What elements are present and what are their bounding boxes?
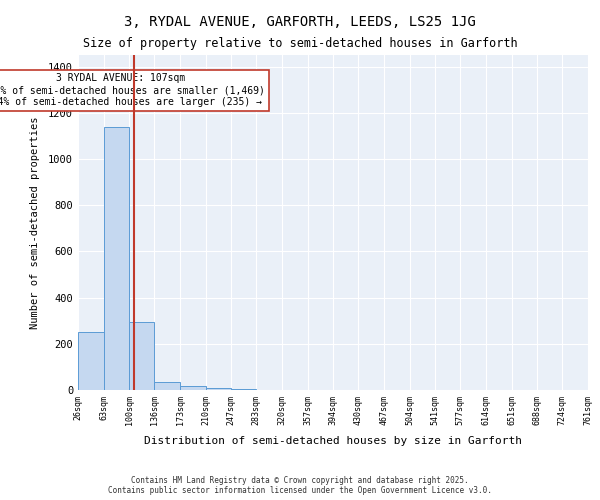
Text: Size of property relative to semi-detached houses in Garforth: Size of property relative to semi-detach… [83,38,517,51]
Bar [78,332,104,390]
Bar [232,389,256,390]
Bar [104,126,130,390]
Y-axis label: Number of semi-detached properties: Number of semi-detached properties [30,116,40,329]
X-axis label: Distribution of semi-detached houses by size in Garforth: Distribution of semi-detached houses by … [144,436,522,446]
Text: Contains HM Land Registry data © Crown copyright and database right 2025.
Contai: Contains HM Land Registry data © Crown c… [108,476,492,495]
Bar [130,322,154,390]
Text: 3, RYDAL AVENUE, GARFORTH, LEEDS, LS25 1JG: 3, RYDAL AVENUE, GARFORTH, LEEDS, LS25 1… [124,15,476,29]
Bar [154,382,180,390]
Bar [206,388,232,390]
Text: 3 RYDAL AVENUE: 107sqm
← 86% of semi-detached houses are smaller (1,469)
  14% o: 3 RYDAL AVENUE: 107sqm ← 86% of semi-det… [0,74,265,106]
Bar [180,386,206,390]
